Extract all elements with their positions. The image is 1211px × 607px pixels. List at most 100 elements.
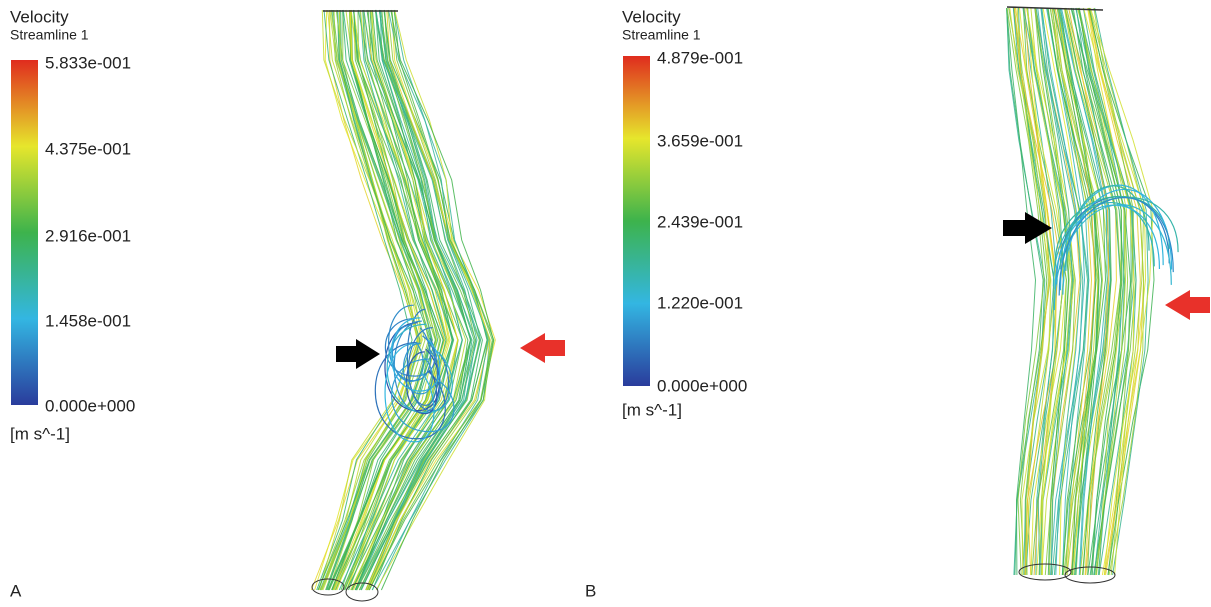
streamline bbox=[1016, 7, 1052, 576]
legend-title: Velocity bbox=[10, 7, 69, 26]
scale-label: 5.833e-001 bbox=[45, 53, 131, 72]
streamline bbox=[1027, 7, 1075, 576]
streamline bbox=[1065, 7, 1122, 576]
streamline bbox=[311, 578, 345, 596]
streamline bbox=[338, 9, 454, 591]
streamline bbox=[406, 308, 438, 406]
streamline bbox=[1049, 7, 1090, 576]
streamline bbox=[1034, 7, 1070, 576]
streamline bbox=[1006, 7, 1037, 576]
streamline bbox=[1064, 7, 1112, 576]
streamlines-a bbox=[310, 9, 496, 602]
streamline bbox=[1089, 7, 1154, 576]
streamline bbox=[345, 582, 379, 602]
streamline bbox=[1088, 7, 1155, 576]
streamlines-b bbox=[1006, 6, 1179, 584]
streamline bbox=[350, 9, 467, 591]
legend-title: Velocity bbox=[622, 7, 681, 26]
streamline bbox=[1089, 7, 1145, 576]
streamline bbox=[371, 9, 491, 591]
scale-label: 2.439e-001 bbox=[657, 212, 743, 231]
streamline bbox=[366, 9, 476, 591]
streamline bbox=[318, 9, 418, 591]
black-arrow bbox=[1003, 212, 1052, 244]
unit-label: [m s^-1] bbox=[10, 424, 70, 443]
streamline bbox=[368, 9, 496, 591]
streamline bbox=[1078, 7, 1125, 576]
streamline bbox=[355, 9, 472, 591]
streamline bbox=[332, 9, 430, 591]
streamline bbox=[1094, 7, 1149, 576]
streamline bbox=[1071, 7, 1123, 576]
red-arrow bbox=[1165, 290, 1210, 320]
streamline bbox=[1006, 7, 1045, 576]
legend-subtitle: Streamline 1 bbox=[10, 27, 89, 43]
panel-label: B bbox=[585, 581, 596, 600]
streamline bbox=[1082, 7, 1137, 576]
streamline bbox=[402, 342, 433, 395]
streamline bbox=[1058, 7, 1097, 576]
streamline bbox=[1035, 7, 1074, 576]
scale-label: 1.458e-001 bbox=[45, 311, 131, 330]
scale-label: 1.220e-001 bbox=[657, 293, 743, 312]
streamline bbox=[1072, 7, 1126, 576]
scale-label: 0.000e+000 bbox=[45, 396, 135, 415]
streamline bbox=[391, 358, 455, 433]
streamline bbox=[344, 9, 454, 591]
streamline bbox=[1018, 563, 1072, 581]
streamline bbox=[1052, 202, 1155, 287]
streamline bbox=[317, 9, 426, 591]
streamline bbox=[1006, 7, 1046, 576]
streamline bbox=[1040, 7, 1084, 576]
streamline bbox=[380, 9, 494, 591]
streamline bbox=[365, 9, 478, 591]
streamline bbox=[1026, 7, 1075, 576]
red-arrow bbox=[520, 333, 565, 363]
black-arrow bbox=[336, 339, 380, 369]
unit-label: [m s^-1] bbox=[622, 400, 682, 419]
streamline bbox=[1088, 7, 1134, 576]
streamline bbox=[1070, 7, 1132, 576]
streamline bbox=[1022, 7, 1058, 576]
streamline bbox=[348, 9, 463, 591]
streamline bbox=[1064, 566, 1116, 584]
streamline bbox=[1093, 7, 1145, 576]
scale-label: 2.916e-001 bbox=[45, 226, 131, 245]
scale-label: 0.000e+000 bbox=[657, 376, 747, 395]
scale-label: 4.375e-001 bbox=[45, 139, 131, 158]
streamline bbox=[375, 9, 491, 591]
streamline bbox=[1078, 7, 1131, 576]
streamline bbox=[1078, 7, 1127, 576]
streamline bbox=[1054, 204, 1161, 290]
color-bar bbox=[11, 60, 38, 405]
streamline bbox=[376, 9, 489, 591]
streamline bbox=[1058, 197, 1174, 296]
streamline bbox=[325, 9, 433, 591]
streamline bbox=[1014, 7, 1050, 576]
color-bar bbox=[623, 56, 650, 386]
streamline bbox=[1040, 7, 1082, 576]
streamline bbox=[316, 9, 413, 591]
streamline bbox=[1065, 185, 1150, 271]
scale-label: 4.879e-001 bbox=[657, 48, 743, 67]
streamline bbox=[386, 323, 453, 414]
streamline bbox=[1006, 6, 1104, 11]
streamline bbox=[390, 317, 441, 392]
streamline bbox=[1064, 7, 1117, 576]
streamline bbox=[365, 9, 489, 591]
streamline bbox=[336, 9, 448, 591]
scale-label: 3.659e-001 bbox=[657, 131, 743, 150]
streamline bbox=[374, 341, 446, 440]
legend-subtitle: Streamline 1 bbox=[622, 27, 701, 43]
streamline bbox=[1047, 7, 1103, 576]
streamline bbox=[384, 317, 436, 377]
streamline bbox=[1068, 7, 1110, 576]
streamline bbox=[1049, 7, 1104, 576]
streamline bbox=[1013, 7, 1050, 576]
streamline bbox=[391, 324, 424, 383]
streamline bbox=[317, 9, 431, 591]
panel-label: A bbox=[10, 581, 22, 600]
streamline bbox=[359, 9, 477, 591]
